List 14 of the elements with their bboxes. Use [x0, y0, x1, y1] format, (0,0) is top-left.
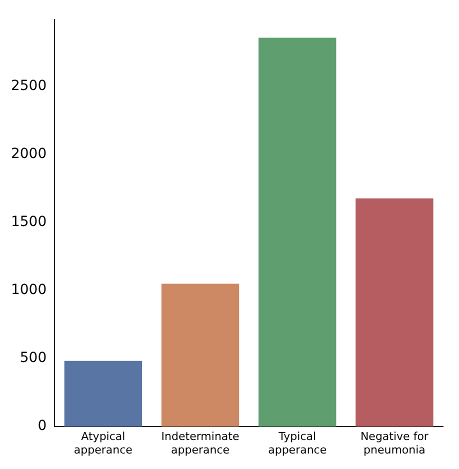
bar	[258, 38, 336, 427]
bar	[161, 284, 240, 427]
x-tick-label: Atypical apperance	[74, 430, 133, 456]
bar	[64, 360, 142, 427]
y-tick-label: 1500	[10, 214, 47, 230]
x-tick-label: Negative for pneumonia	[360, 430, 429, 456]
y-tick-label: 500	[20, 350, 47, 366]
bar	[356, 198, 434, 427]
y-tick-label: 0	[38, 418, 47, 434]
x-tick-label: Typical apperance	[268, 430, 327, 456]
x-tick-label: Indeterminate apperance	[161, 430, 240, 456]
y-tick-label: 2000	[10, 146, 47, 162]
y-tick-label: 1000	[10, 282, 47, 298]
y-tick-label: 2500	[10, 78, 47, 94]
